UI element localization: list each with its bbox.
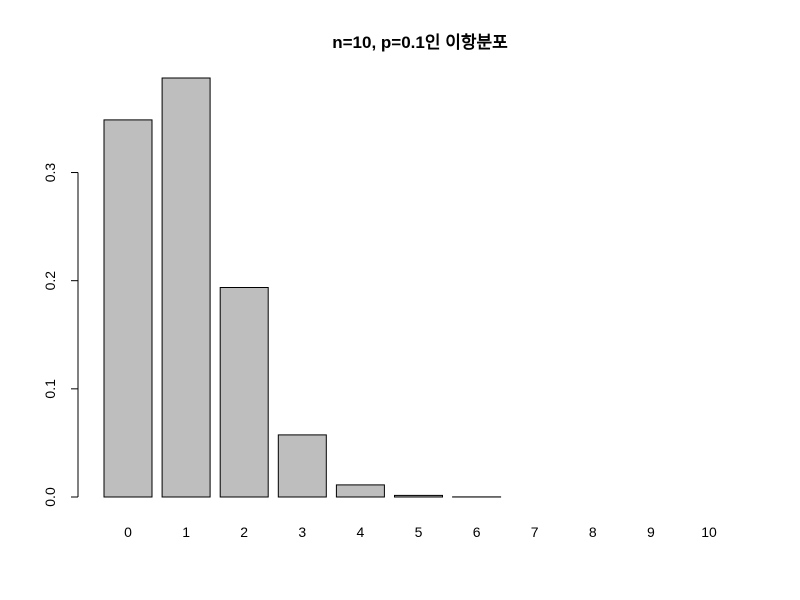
bar-3 (277, 434, 327, 498)
y-tick-label: 0.2 (42, 271, 58, 291)
bar-5 (394, 494, 443, 498)
x-tick-labels: 0 1 2 3 4 5 6 7 8 9 10 (124, 524, 717, 540)
x-tick-label-5: 5 (415, 524, 423, 540)
y-axis: 0.0 0.1 0.2 0.3 (42, 163, 79, 507)
x-tick-label-9: 9 (647, 524, 655, 540)
x-tick-label-10: 10 (701, 524, 717, 540)
x-tick-label-1: 1 (182, 524, 190, 540)
x-tick-label-3: 3 (298, 524, 306, 540)
x-tick-label-2: 2 (240, 524, 248, 540)
y-tick-label: 0.0 (42, 487, 58, 507)
x-tick-label-6: 6 (473, 524, 481, 540)
bar-1 (161, 77, 211, 498)
y-tick-label: 0.3 (42, 163, 58, 183)
x-tick-label-0: 0 (124, 524, 132, 540)
x-tick-label-8: 8 (589, 524, 597, 540)
bars-group (103, 77, 502, 498)
bar-0 (103, 119, 153, 498)
x-tick-label-4: 4 (357, 524, 365, 540)
y-tick-label: 0.1 (42, 379, 58, 399)
chart-title: n=10, p=0.1인 이항분포 (332, 32, 508, 52)
bar-4 (335, 484, 385, 498)
x-tick-label-7: 7 (531, 524, 539, 540)
bar-2 (219, 287, 269, 498)
